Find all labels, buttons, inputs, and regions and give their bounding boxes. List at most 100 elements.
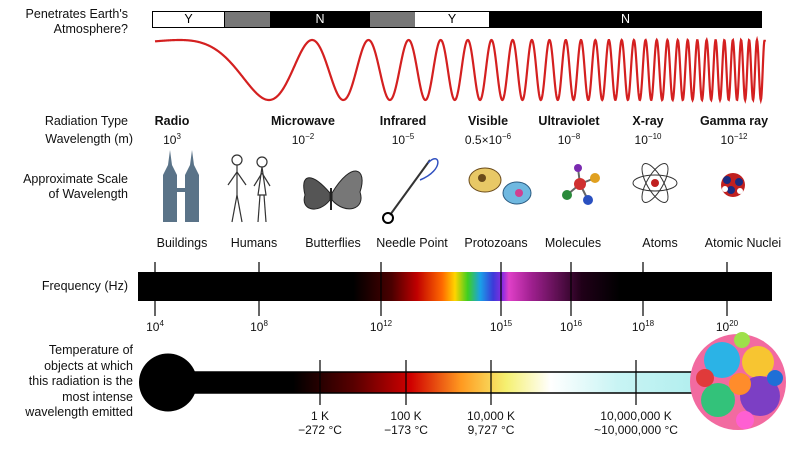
atmo-segment-gray1 [225,12,270,27]
wavelength-gamma: 10−12 [692,132,776,147]
atmo-n2-label: N [620,12,631,26]
frequency-bar [138,262,772,316]
butterfly-icon [303,170,363,210]
wavelength-xray-exp: −10 [647,132,662,141]
temperature-label-line3: this radiation is the [28,374,133,388]
radiation-radio: Radio [154,114,190,128]
wavelength-infrared: 10−5 [361,132,445,147]
freq-label-3-base: 10 [369,320,384,334]
freq-label-5: 1016 [541,319,601,334]
wavelength-xray-base: 10 [634,133,648,147]
temp-label-3-kelvin: 10,000 K [466,409,516,423]
wavelength-radio-base: 10 [163,133,177,147]
freq-label-5-exp: 16 [573,319,583,328]
temperature-label-line2: objects at which [44,358,133,373]
temp-label-1-kelvin: 1 K [310,409,329,423]
temp-label-4-celsius: ~10,000,000 °C [594,423,678,437]
temp-label-3-celsius: 9,727 °C [467,423,515,437]
radiation-type-label: Radiation Type [44,114,128,128]
object-buildings: Buildings [156,236,208,250]
wavelength-label: Wavelength (m) [45,132,133,146]
radiation-xray: X-ray [632,114,664,128]
temp-label-4: 10,000,000 K ~10,000,000 °C [576,409,696,437]
wavelength-radio: 103 [130,132,214,147]
wavelength-gamma-exp: −12 [733,132,748,141]
thermometer-tube [169,371,731,394]
temperature-label-line1: Temperature of [48,343,133,357]
wavelength-infrared-exp: −5 [405,132,415,141]
freq-label-7-exp: 20 [729,319,739,328]
temp-label-2: 100 K −173 °C [361,409,451,437]
object-atomic-nuclei: Atomic Nuclei [704,236,782,250]
freq-label-1: 104 [125,319,185,334]
frequency-label: Frequency (Hz) [41,279,128,293]
wavelength-microwave: 10−2 [261,132,345,147]
buildings-icon [163,150,199,222]
freq-label-5-base: 10 [559,320,574,334]
atom-icon [632,163,678,203]
nucleus-icon [721,173,745,197]
freq-label-6: 1018 [613,319,673,334]
atmo-n1-label: N [315,12,325,26]
atmo-y1-label: Y [184,12,193,26]
freq-label-7-base: 10 [715,320,730,334]
wavelength-radio-exp: 3 [176,132,181,141]
temp-label-3: 10,000 K 9,727 °C [446,409,536,437]
freq-label-7: 1020 [697,319,757,334]
humans-icon [227,154,271,223]
object-protozoans: Protozoans [464,236,528,250]
freq-label-4-base: 10 [489,320,504,334]
wavelength-microwave-exp: −2 [305,132,315,141]
temp-label-2-celsius: −173 °C [384,423,428,437]
temp-label-4-kelvin: 10,000,000 K [600,409,672,423]
wavelength-infrared-base: 10 [391,133,406,147]
radiation-infrared: Infrared [379,114,427,128]
atmosphere-label-line2: Atmosphere? [53,22,128,36]
atmosphere-label: Penetrates Earth's Atmosphere? [0,7,128,37]
thermometer [139,353,731,412]
freq-label-3-exp: 12 [383,319,393,328]
freq-label-1-base: 10 [146,320,160,334]
thermometer-bulb [139,353,197,412]
object-molecules: Molecules [544,236,602,250]
freq-label-1-exp: 4 [159,319,164,328]
temperature-label-line5: wavelength emitted [25,405,133,419]
wavelength-microwave-base: 10 [291,133,306,147]
object-needle-point: Needle Point [376,236,448,250]
frequency-spectrum [138,272,772,301]
atmo-segment-gray2 [370,12,415,27]
radiation-ultraviolet: Ultraviolet [538,114,600,128]
freq-label-4-exp: 15 [503,319,513,328]
freq-label-6-base: 10 [631,320,646,334]
object-humans: Humans [230,236,278,250]
radiation-gamma: Gamma ray [699,114,769,128]
freq-label-6-exp: 18 [645,319,655,328]
temp-label-1-celsius: −272 °C [298,423,342,437]
atmo-segment-y1 [153,12,224,27]
needle-icon [382,158,439,224]
temp-label-1: 1 K −272 °C [275,409,365,437]
wavelength-visible-exp: −6 [501,132,512,141]
freq-label-4: 1015 [471,319,531,334]
object-butterflies: Butterflies [305,236,361,250]
wavelength-ultraviolet: 10−8 [527,132,611,147]
freq-label-2-exp: 8 [263,319,268,328]
freq-label-2: 108 [229,319,289,334]
freq-label-3: 1012 [351,319,411,334]
wavelength-ultraviolet-exp: −8 [571,132,581,141]
atmosphere-bar [152,11,762,28]
decorative-art-icon [690,332,786,430]
scale-label: Approximate Scale of Wavelength [0,172,128,202]
freq-label-2-base: 10 [250,320,264,334]
wavelength-visible-base: 0.5×10 [464,133,502,147]
wavelength-xray: 10−10 [606,132,690,147]
atmo-segment-y2 [415,12,489,27]
atmo-y2-label: Y [447,12,457,26]
protozoans-icon [468,167,532,205]
temp-label-2-kelvin: 100 K [390,409,422,423]
scale-label-line1: Approximate Scale [23,172,128,186]
wavelength-visible: 0.5×10−6 [446,132,530,147]
wavelength-gamma-base: 10 [720,133,734,147]
molecule-icon [562,164,600,205]
